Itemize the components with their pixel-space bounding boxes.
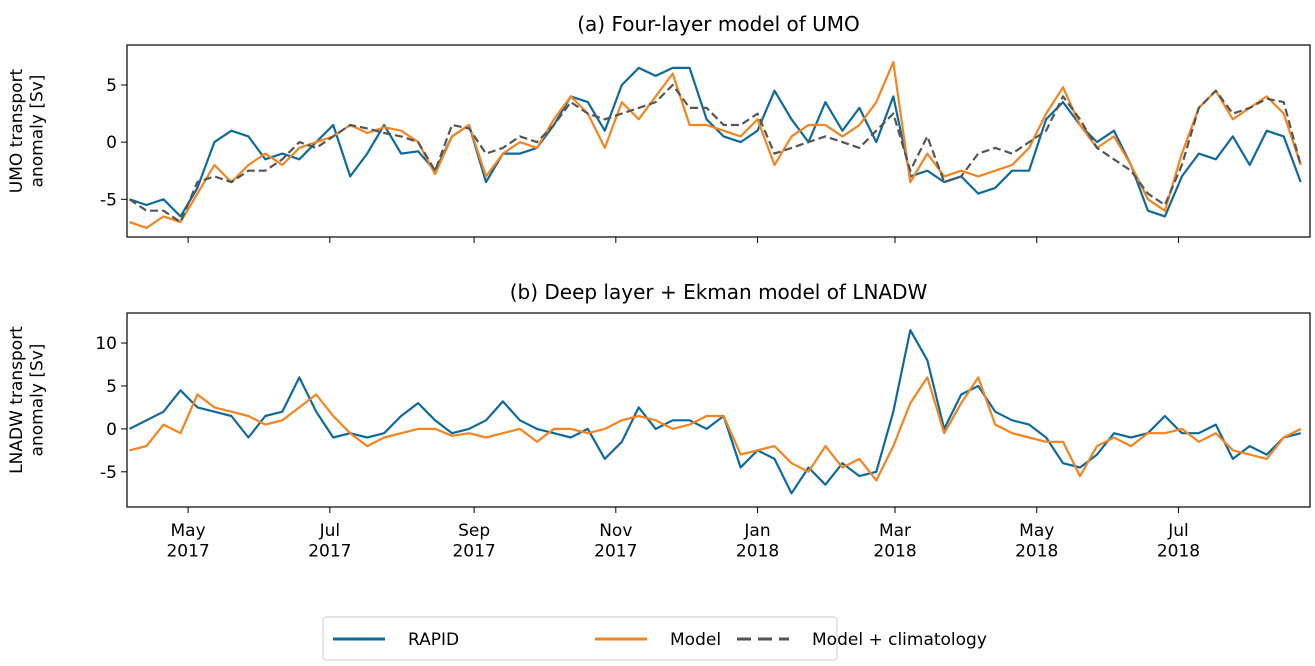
- x-tick-label: Jul 2018: [1157, 521, 1200, 561]
- legend-label: Model: [670, 630, 721, 650]
- x-tick-label: Mar 2018: [873, 521, 916, 561]
- y-tick-label: 5: [106, 76, 117, 96]
- x-tick-label: May 2018: [1015, 521, 1058, 561]
- y-tick-label: -5: [100, 190, 117, 210]
- x-tick-label: May 2017: [166, 521, 209, 561]
- series-line: [129, 66, 1302, 218]
- y-tick-label: 5: [106, 377, 117, 397]
- y-axis-label: LNADW transportanomaly [Sv]: [7, 326, 47, 474]
- plot-frame: [126, 312, 1311, 508]
- series-line: [129, 329, 1301, 495]
- x-tick-label: Sep 2017: [452, 521, 495, 561]
- series-line: [128, 83, 1302, 224]
- x-tick-label: Nov 2017: [594, 521, 637, 561]
- panel-title: (b) Deep layer + Ekman model of LNADW: [510, 280, 928, 304]
- y-tick-label: 10: [95, 334, 117, 354]
- y-axis-label: UMO transportanomaly [Sv]: [7, 68, 47, 193]
- legend-box: [322, 616, 838, 661]
- legend-label: RAPID: [408, 630, 459, 650]
- plot-frame: [126, 44, 1311, 238]
- legend-label: Model + climatology: [812, 630, 987, 650]
- x-tick-label: Jul 2017: [308, 521, 351, 561]
- y-tick-label: 0: [106, 133, 117, 153]
- y-tick-label: 0: [106, 420, 117, 440]
- y-tick-label: -5: [100, 463, 117, 483]
- x-tick-label: Jan 2018: [736, 521, 779, 561]
- series-line: [129, 376, 1302, 482]
- series-line: [129, 61, 1302, 229]
- panel-title: (a) Four-layer model of UMO: [577, 12, 860, 36]
